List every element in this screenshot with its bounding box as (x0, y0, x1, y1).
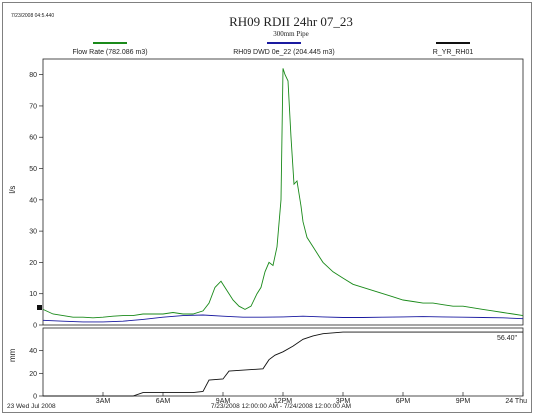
dwf-line (42, 314, 524, 323)
flow-rate-line (42, 68, 524, 319)
chart-frame: 7/23/2008 04:5.440 RH09 RDII 24hr 07_23 … (2, 2, 532, 413)
rain-total-label: 56.40" (497, 335, 518, 342)
flow-y-tick-label: 0 (33, 323, 37, 330)
x-tick-label: 9PM (456, 398, 471, 405)
legend: Flow Rate (782.086 m3) RH09 DWD 0e_22 (2… (72, 42, 474, 56)
legend-label-rain: R_YR_RH01 (433, 49, 474, 56)
date-range: 7/23/2008 12:00:00 AM - 7/24/2008 12:00:… (211, 403, 351, 410)
x-tick-label: 3AM (96, 398, 111, 405)
corner-text: 7/23/2008 04:5.440 (11, 13, 54, 19)
flow-plot-border (42, 58, 524, 326)
flow-y-tick-label: 20 (29, 260, 37, 267)
rain-axis-label: mm (8, 348, 17, 362)
rain-y-ticks: 0 20 40 (29, 348, 43, 401)
legend-label-dwf: RH09 DWD 0e_22 (204.445 m3) (233, 49, 335, 56)
x-tick-label: 6PM (396, 398, 411, 405)
rain-y-tick-label: 20 (29, 371, 37, 378)
rain-cumulative-line (43, 331, 523, 397)
flow-plot: l/s 0 10 20 30 40 50 60 70 80 (8, 58, 524, 330)
x-tick-label: 9AM (216, 398, 231, 405)
x-tick-label: 24 Thu (505, 398, 527, 405)
rain-series (43, 331, 523, 397)
rain-y-tick-label: 40 (29, 348, 37, 355)
flow-axis-label: l/s (8, 186, 17, 194)
x-tick-label: 3PM (336, 398, 351, 405)
legend-label-flow-rate: Flow Rate (782.086 m3) (72, 49, 147, 56)
flow-y-tick-label: 60 (29, 135, 37, 142)
chart-title: RH09 RDII 24hr 07_23 (229, 14, 353, 29)
chart-canvas: 7/23/2008 04:5.440 RH09 RDII 24hr 07_23 … (7, 13, 527, 410)
date-left: 23 Wed Jul 2008 (7, 403, 56, 410)
chart-subtitle: 300mm Pipe (273, 30, 309, 38)
time-x-ticks: 3AM 6AM 9AM 12PM 3PM 6PM 9PM 24 Thu (96, 392, 527, 405)
flow-y-tick-label: 70 (29, 103, 37, 110)
flow-series (42, 68, 524, 323)
flow-y-tick-label: 50 (29, 166, 37, 173)
flow-y-tick-label: 30 (29, 229, 37, 236)
rain-plot-border (42, 327, 524, 397)
x-tick-label: 6AM (156, 398, 171, 405)
flow-y-ticks: 0 10 20 30 40 50 60 70 80 (29, 72, 43, 330)
rain-y-tick-label: 0 (33, 394, 37, 401)
marker-square (37, 305, 42, 310)
flow-y-tick-label: 80 (29, 72, 37, 79)
rain-plot: mm 0 20 40 3AM 6AM 9AM 12PM 3PM 6PM 9PM 24 Thu 56… (8, 327, 527, 405)
flow-y-tick-label: 10 (29, 291, 37, 298)
x-tick-label: 12PM (274, 398, 292, 405)
flow-y-tick-label: 40 (29, 197, 37, 204)
